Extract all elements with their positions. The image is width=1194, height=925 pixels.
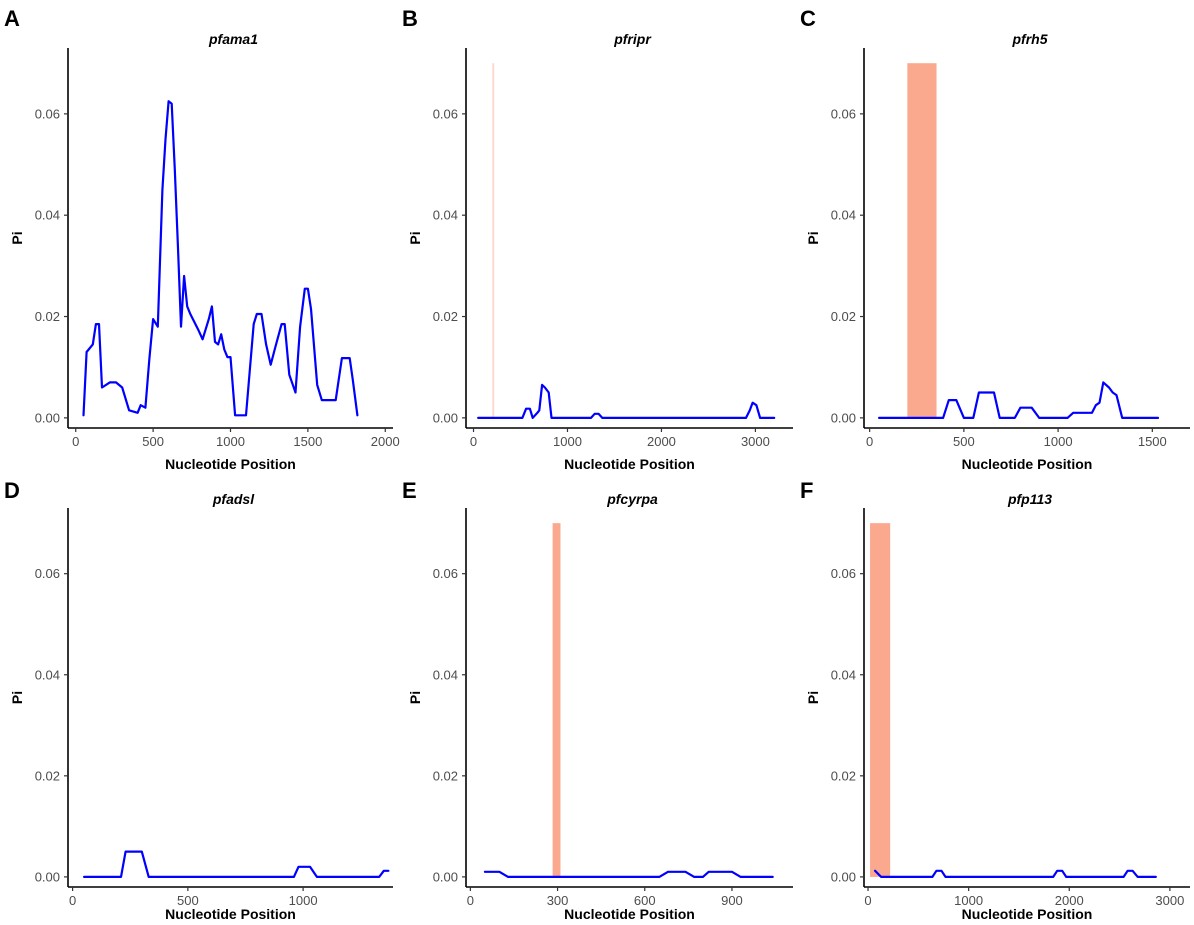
y-axis-title: Pi (407, 231, 423, 244)
pi-series-line (877, 381, 1160, 419)
x-tick-label: 0 (69, 893, 76, 908)
x-axis-title: Nucleotide Position (165, 906, 296, 922)
panel-letter: B (402, 6, 418, 31)
x-tick-label: 1000 (553, 434, 582, 449)
x-axis-title: Nucleotide Position (564, 906, 695, 922)
y-tick-label: 0.02 (831, 309, 856, 324)
x-tick-label: 600 (634, 893, 656, 908)
y-tick-label: 0.04 (433, 667, 458, 682)
panel-letter: F (800, 478, 813, 503)
x-tick-label: 500 (177, 893, 199, 908)
panel-title: pfcyrpa (606, 491, 658, 507)
y-tick-label: 0.04 (35, 208, 60, 223)
x-tick-label: 0 (864, 893, 871, 908)
y-tick-label: 0.02 (433, 768, 458, 783)
y-axis-title: Pi (805, 691, 821, 704)
pi-series-line (477, 383, 776, 419)
y-tick-label: 0.06 (831, 106, 856, 121)
x-tick-label: 1500 (1138, 434, 1167, 449)
x-tick-label: 500 (142, 434, 164, 449)
x-tick-label: 1500 (293, 434, 322, 449)
y-tick-label: 0.06 (433, 566, 458, 581)
panel-letter: C (800, 6, 816, 31)
x-axis-title: Nucleotide Position (165, 456, 296, 472)
x-tick-label: 1000 (289, 893, 318, 908)
pi-series-line (483, 870, 774, 879)
y-axis-title: Pi (9, 691, 25, 704)
highlight-region (870, 523, 891, 877)
panel-title: pfrh5 (1012, 31, 1048, 47)
y-tick-label: 0.00 (831, 410, 856, 425)
x-tick-label: 3000 (1155, 893, 1184, 908)
x-tick-label: 2000 (647, 434, 676, 449)
highlight-region (907, 63, 937, 418)
y-tick-label: 0.06 (35, 566, 60, 581)
y-tick-label: 0.02 (35, 309, 60, 324)
x-tick-label: 1000 (954, 893, 983, 908)
y-tick-label: 0.02 (433, 309, 458, 324)
y-axis-title: Pi (9, 231, 25, 244)
x-tick-label: 0 (866, 434, 873, 449)
y-tick-label: 0.00 (831, 869, 856, 884)
y-tick-label: 0.06 (35, 106, 60, 121)
x-tick-label: 1000 (1044, 434, 1073, 449)
x-tick-label: 900 (721, 893, 743, 908)
y-axis-title: Pi (407, 691, 423, 704)
y-tick-label: 0.04 (35, 667, 60, 682)
panel-title: pfripr (613, 31, 652, 47)
y-tick-label: 0.04 (831, 208, 856, 223)
y-tick-label: 0.06 (831, 566, 856, 581)
pi-series-line (82, 850, 390, 879)
x-tick-label: 0 (470, 434, 477, 449)
highlight-region (552, 523, 561, 877)
x-tick-label: 2000 (371, 434, 400, 449)
y-tick-label: 0.04 (433, 208, 458, 223)
x-axis-title: Nucleotide Position (564, 456, 695, 472)
pi-series-line (82, 100, 359, 417)
x-tick-label: 3000 (741, 434, 770, 449)
highlight-region (492, 63, 495, 418)
x-tick-label: 0 (72, 434, 79, 449)
x-tick-label: 2000 (1055, 893, 1084, 908)
y-axis-title: Pi (805, 231, 821, 244)
x-tick-label: 0 (467, 893, 474, 908)
y-tick-label: 0.00 (35, 410, 60, 425)
panel-letter: A (4, 6, 20, 31)
panel-letter: D (4, 478, 20, 503)
x-axis-title: Nucleotide Position (962, 906, 1093, 922)
y-tick-label: 0.04 (831, 667, 856, 682)
x-tick-label: 1000 (216, 434, 245, 449)
panel-letter: E (402, 478, 417, 503)
panel-title: pfama1 (208, 31, 258, 47)
y-tick-label: 0.02 (35, 768, 60, 783)
pi-series-line (873, 869, 1157, 879)
y-tick-label: 0.00 (433, 869, 458, 884)
x-tick-label: 500 (953, 434, 975, 449)
panel-title: pfp113 (1007, 491, 1052, 507)
x-tick-label: 300 (547, 893, 569, 908)
x-axis-title: Nucleotide Position (962, 456, 1093, 472)
y-tick-label: 0.02 (831, 768, 856, 783)
y-tick-label: 0.00 (433, 410, 458, 425)
y-tick-label: 0.00 (35, 869, 60, 884)
y-tick-label: 0.06 (433, 106, 458, 121)
panel-title: pfadsl (212, 491, 255, 507)
